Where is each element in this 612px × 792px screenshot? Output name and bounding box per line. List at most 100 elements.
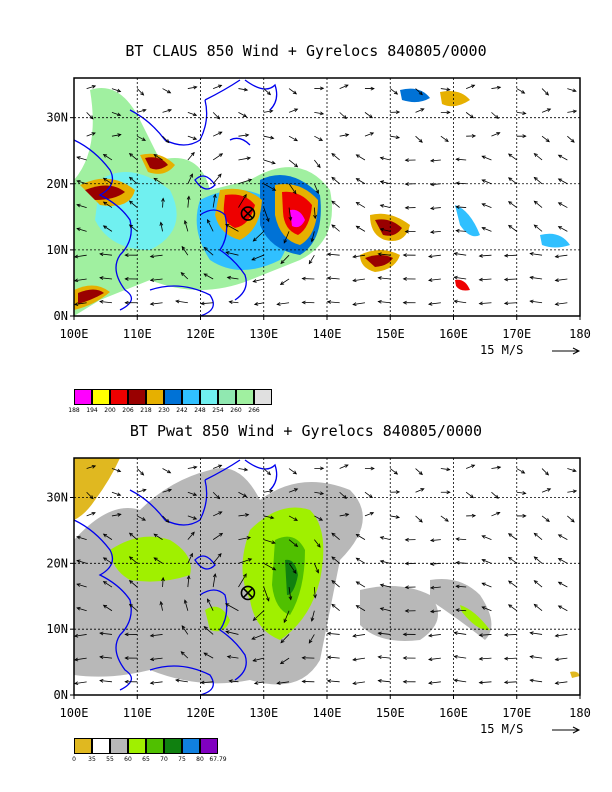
wind-vector [277,302,290,305]
wind-vector-head [166,89,172,94]
wind-vector [187,196,190,208]
colorbar-swatch [74,738,92,754]
wind-vector [491,466,501,469]
wind-vector [212,553,222,564]
wind-vector-head [319,491,325,496]
wind-vector [364,132,374,137]
wind-vector-head [293,543,299,547]
colorbar-swatch [164,389,182,405]
wind-vector [567,490,577,493]
wind-vector-head [507,604,513,609]
wind-vector-head [404,229,409,234]
wind-vector-head [149,681,155,685]
wind-vector-head [377,276,382,280]
wind-vector [253,278,264,283]
wind-vector [111,88,121,92]
colorbar-swatch [92,738,110,754]
wind-vector [162,198,164,208]
wind-vector-head [355,178,360,182]
wind-vector-head [331,580,336,584]
wind-vector [129,603,138,612]
wind-vector-head [529,678,534,683]
wind-vector-head [149,633,155,638]
wind-vector-head [481,203,486,207]
wind-vector-head [478,301,483,306]
wind-vector [213,84,222,89]
wind-vector-head [193,465,198,470]
wind-vector-head [418,91,423,96]
wind-vector-head [478,656,483,661]
wind-vector-head [470,84,476,89]
wind-vector-head [186,195,191,200]
wind-vector [380,584,391,588]
wind-vector [311,610,315,622]
colorbar-swatch [236,389,254,405]
wind-vector [353,634,366,637]
wind-vector-head [319,86,325,91]
wind-vector-head [326,655,332,660]
wind-vector-head [91,464,97,469]
wind-vector-head [496,465,502,470]
wind-vector-head [252,237,257,242]
wind-vector-head [217,552,222,558]
wind-vector-head [533,153,538,157]
panel2-gyre-marker-icon [240,585,256,601]
wind-vector-head [455,560,460,565]
wind-vector-head [252,616,257,621]
wind-vector [339,464,349,469]
wind-vector [238,514,249,517]
wind-vector [238,491,247,497]
wind-vector [313,563,319,573]
wind-vector-head [116,468,122,473]
wind-vector [225,603,239,612]
wind-vector [129,556,138,564]
wind-vector [314,491,324,495]
wind-vector-head [207,218,211,224]
wind-vector-head [292,569,297,574]
wind-vector-head [418,471,423,476]
wind-vector-head [503,277,509,282]
wind-vector-head [507,533,513,537]
wind-vector-head [352,681,357,686]
wind-vector-head [455,537,460,541]
wind-vector [534,153,543,161]
wind-vector-head [379,204,385,208]
wind-vector [187,515,197,520]
wind-vector [456,538,467,541]
panel2-wind-vectors [74,464,578,686]
panel2-y-axis: 30N 20N 10N 0N [46,491,74,702]
x-tick-label: 180 [569,706,591,720]
wind-vector [111,468,121,472]
wind-vector [288,88,297,95]
wind-vector [356,202,366,208]
wind-vector-head [293,517,298,521]
wind-vector [555,657,568,661]
colorbar-label: 188 [68,407,80,414]
x-tick-label: 140E [313,706,342,720]
wind-vector-head [74,254,79,259]
wind-vector [380,536,391,541]
wind-vector [254,302,264,305]
wind-vector [181,625,189,635]
wind-vector-head [124,656,129,660]
wind-vector [283,231,290,244]
wind-vector-head [404,585,409,590]
wind-vector [454,300,467,304]
wind-vector [541,108,551,113]
wind-vector [314,135,323,141]
wind-vector-head [228,300,233,304]
wind-vector-head [74,633,79,638]
wind-vector [331,200,340,208]
wind-vector-head [529,299,534,304]
wind-vector [364,512,374,517]
wind-vector [212,153,223,161]
wind-vector [288,159,298,168]
wind-vector [466,464,475,469]
wind-vector-head [102,604,108,609]
wind-vector [516,111,526,114]
wind-vector-head [455,205,460,209]
wind-vector-head [128,200,134,205]
wind-vector-head [453,299,458,304]
wind-vector-head [166,469,172,474]
wind-vector [187,86,197,89]
